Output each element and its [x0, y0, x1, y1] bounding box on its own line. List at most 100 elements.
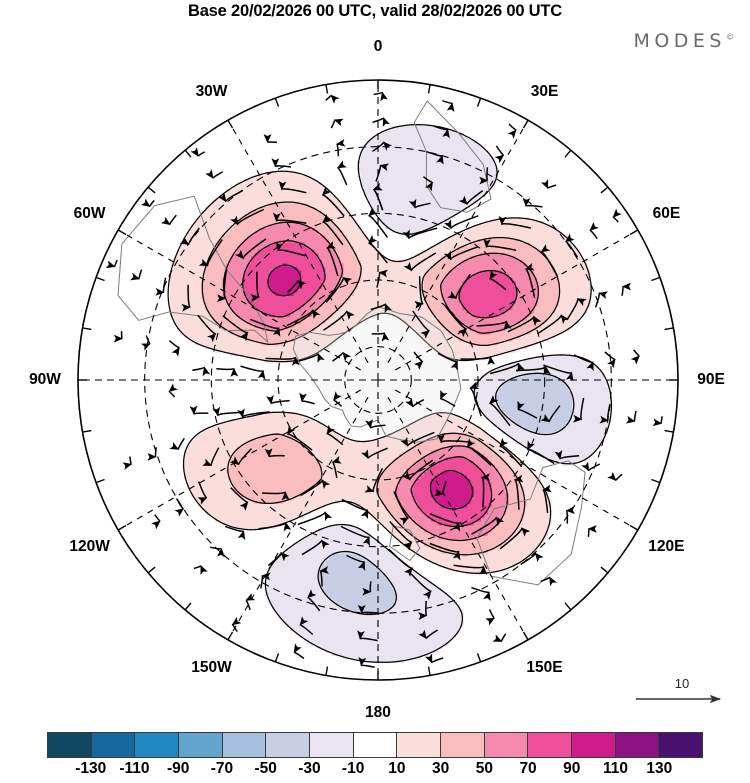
- wind-vector: [524, 262, 536, 298]
- wind-vector: [237, 408, 270, 418]
- wind-vector: [554, 450, 580, 460]
- wind-vector: [439, 389, 456, 407]
- wind-vector: [437, 352, 459, 371]
- wind-vector: [140, 335, 151, 351]
- vector-scale-arrow: [636, 694, 721, 704]
- wind-vector: [198, 239, 223, 267]
- wind-vector: [410, 572, 432, 600]
- polar-stereographic-map: 0 30E 60E 90E 120E 150E 180 150W 120W 90W 60W 30W: [0, 22, 750, 722]
- meridian: [117, 229, 361, 371]
- longitude-tick: [227, 119, 234, 129]
- wind-vector: [286, 425, 313, 451]
- wind-vectors: [105, 91, 663, 668]
- wind-vector: [469, 381, 482, 417]
- colorbar-swatch: [135, 733, 180, 757]
- colorbar-tick-label: 90: [563, 760, 581, 777]
- vector-scale-label: 10: [674, 676, 690, 691]
- wind-vector: [565, 233, 579, 258]
- wind-vector: [515, 366, 551, 376]
- wind-vector: [543, 364, 574, 382]
- wind-vector: [360, 447, 388, 460]
- antarctica-outline: [292, 306, 462, 443]
- wind-vector: [301, 539, 330, 556]
- wind-vector: [412, 310, 430, 339]
- modes-logo-text: MODES: [633, 30, 726, 52]
- longitude-tick: [522, 119, 529, 129]
- anomaly-band: [318, 372, 573, 614]
- longitude-tick: [147, 566, 156, 574]
- colorbar-tick-label: -70: [210, 760, 234, 777]
- wind-vector: [140, 198, 155, 208]
- wind-vector: [565, 506, 575, 524]
- wind-vector: [373, 91, 388, 102]
- anomaly-band: [201, 203, 559, 557]
- wind-vector: [235, 238, 267, 260]
- longitude-tick: [564, 602, 572, 611]
- longitude-tick: [629, 524, 639, 531]
- wind-vector: [418, 600, 428, 620]
- wind-vector: [364, 467, 384, 493]
- wind-vector: [389, 521, 413, 551]
- wind-vector: [481, 473, 491, 508]
- wind-vector: [572, 397, 585, 423]
- wind-vector: [330, 118, 344, 129]
- wind-vector: [168, 383, 178, 398]
- colorbar-swatch: [48, 733, 92, 757]
- wind-vector: [540, 576, 557, 587]
- wind-vector: [520, 552, 544, 566]
- wind-vector: [286, 309, 321, 327]
- colorbar-tick-label: 30: [431, 760, 450, 777]
- contour-line: [267, 264, 474, 510]
- wind-vector: [321, 186, 345, 217]
- wind-vector: [489, 269, 507, 291]
- longitude-tick: [147, 186, 156, 194]
- wind-vector: [340, 525, 370, 547]
- colorbar-tick-label: 50: [475, 760, 493, 777]
- wind-vector: [258, 521, 292, 532]
- wind-vector: [370, 303, 392, 314]
- wind-vector: [169, 340, 181, 357]
- wind-vector: [652, 416, 663, 427]
- wind-vector: [429, 542, 461, 561]
- wind-vector: [216, 268, 228, 303]
- meridian: [395, 229, 639, 371]
- longitude-tick: [227, 631, 234, 641]
- wind-vector: [105, 259, 118, 269]
- meridian: [117, 389, 361, 531]
- meridian: [387, 119, 529, 363]
- wind-vector: [130, 269, 143, 281]
- wind-vector: [507, 123, 517, 139]
- longitude-tick: [651, 478, 661, 484]
- wind-vector: [319, 566, 329, 587]
- colorbar-tick-label: 110: [603, 760, 629, 777]
- wind-vector: [483, 238, 517, 252]
- meridian: [395, 389, 639, 531]
- wind-vector: [249, 318, 281, 337]
- longitude-tick: [117, 229, 127, 236]
- wind-vector: [224, 525, 246, 541]
- longitude-tick: [325, 84, 329, 94]
- wind-vector: [205, 169, 224, 179]
- wind-vector: [604, 351, 616, 369]
- wind-vector: [262, 491, 290, 501]
- wind-vector: [434, 480, 447, 497]
- wind-vector: [573, 354, 594, 372]
- anomaly-band: [222, 221, 538, 540]
- wind-vector: [147, 447, 158, 461]
- wind-vector: [513, 474, 524, 510]
- wind-vector: [336, 139, 346, 157]
- wind-vector: [341, 498, 369, 519]
- longitude-tick: [664, 327, 674, 331]
- colorbar-tick-label: -130: [75, 760, 107, 777]
- colorbar-tick-label: -10: [341, 760, 365, 777]
- anomaly-band: [169, 171, 591, 575]
- wind-vector: [266, 395, 290, 405]
- longitude-label-60E: 60E: [652, 204, 681, 222]
- wind-vector: [272, 212, 307, 224]
- wind-vector: [217, 189, 244, 203]
- colorbar-swatch: [615, 733, 660, 757]
- wind-vector: [408, 198, 431, 209]
- wind-vector: [275, 241, 306, 257]
- wind-vector: [179, 227, 200, 246]
- longitude-tick: [522, 631, 529, 641]
